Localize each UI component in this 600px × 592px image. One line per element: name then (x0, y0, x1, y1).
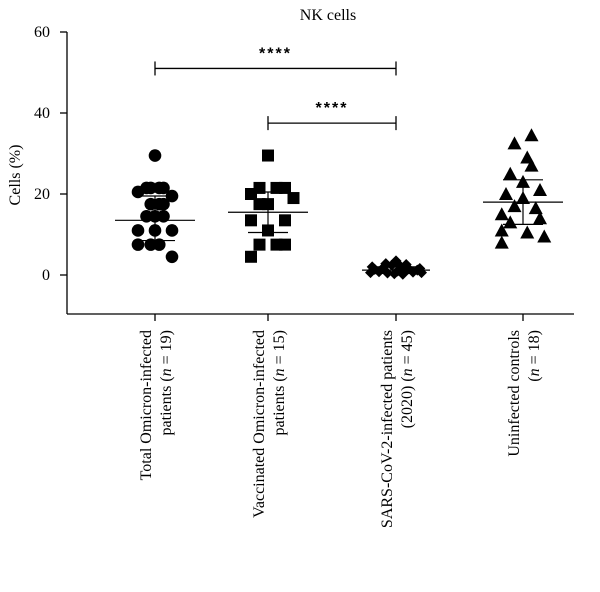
data-point-triangle (516, 174, 530, 188)
category-label-line2: (2020) (n = 45) (399, 330, 416, 428)
data-point-square (262, 198, 274, 211)
y-tick-label: 60 (34, 24, 50, 41)
data-point-square (279, 238, 291, 251)
y-tick-label: 40 (34, 105, 50, 122)
data-point-circle (152, 238, 166, 251)
category-label-line2: (n = 18) (526, 330, 543, 382)
data-point-diamond (388, 268, 400, 280)
category-label-n: n (399, 368, 416, 376)
data-point-circle (131, 224, 145, 237)
category-label-n: n (271, 368, 288, 376)
category-label: SARS-CoV-2-infected patients (2020) (n = … (379, 330, 416, 528)
data-point-circle (131, 185, 145, 199)
data-point-triangle (528, 201, 543, 215)
data-point-triangle (533, 182, 547, 196)
data-point-circle (131, 238, 145, 251)
category-label-suffix: = 18) (526, 330, 543, 368)
category-label-suffix: = 15) (271, 330, 288, 368)
category-label-n: n (526, 368, 543, 376)
chart-title: NK cells (300, 7, 356, 24)
data-point-square (262, 149, 274, 162)
data-point-diamond (366, 261, 378, 273)
data-point-triangle (537, 229, 552, 243)
data-point-triangle (499, 187, 513, 200)
significance-label: **** (316, 100, 349, 117)
data-point-triangle (524, 128, 539, 142)
data-point-triangle (494, 223, 509, 237)
category-label-line1: SARS-CoV-2-infected patients (379, 330, 396, 528)
data-point-diamond (414, 263, 426, 275)
data-point-circle (165, 250, 179, 264)
category-label-prefix: patients ( (271, 376, 288, 435)
data-point-circle (148, 149, 162, 162)
category-label-line1: Uninfected controls (506, 330, 523, 457)
data-point-triangle (533, 211, 547, 225)
data-point-circle (165, 224, 179, 237)
category-label-prefix: (2020) ( (399, 376, 416, 428)
data-point-diamond (382, 267, 393, 279)
data-point-triangle (503, 215, 518, 229)
significance-label: **** (259, 45, 292, 62)
data-point-square (287, 192, 300, 205)
category-label-prefix: ( (526, 376, 543, 381)
category-label-line1: Total Omicron-infected (138, 330, 155, 480)
y-tick-label: 0 (42, 267, 50, 284)
y-tick-label: 20 (34, 186, 50, 203)
data-point-square (245, 214, 257, 227)
category-label-suffix: = 45) (399, 330, 416, 368)
data-point-triangle (494, 235, 509, 249)
data-point-triangle (507, 136, 522, 150)
category-label-line1: Vaccinated Omicron-infected (251, 330, 268, 518)
data-point-triangle (524, 158, 539, 172)
category-label-n: n (158, 368, 175, 376)
data-point-diamond (400, 258, 412, 270)
category-label-suffix: = 19) (158, 330, 175, 368)
data-point-triangle (507, 199, 522, 213)
data-point-square (262, 224, 274, 237)
data-point-square (245, 250, 257, 263)
data-point-square (253, 238, 266, 251)
category-label: Vaccinated Omicron-infected patients (n =… (251, 330, 288, 518)
data-point-circle (165, 189, 179, 203)
data-point-diamond (397, 268, 409, 280)
category-label: Total Omicron-infected patients (n = 19) (138, 330, 175, 480)
category-label: Uninfected controls (n = 18) (506, 330, 543, 457)
data-point-circle (157, 181, 170, 195)
data-point-circle (157, 197, 170, 211)
data-point-triangle (503, 166, 518, 180)
data-point-square (279, 214, 291, 227)
data-point-square (245, 188, 257, 200)
data-point-circle (157, 209, 170, 223)
data-point-triangle (520, 225, 535, 239)
y-axis-label: Cells (%) (7, 145, 24, 206)
data-point-triangle (494, 207, 509, 221)
category-label-prefix: patients ( (158, 376, 175, 435)
data-point-diamond (380, 258, 392, 270)
data-point-square (279, 181, 291, 194)
category-label-line2: patients (n = 15) (271, 330, 288, 435)
data-point-triangle (516, 191, 530, 205)
data-point-circle (148, 224, 162, 237)
category-label-line2: patients (n = 19) (158, 330, 175, 435)
